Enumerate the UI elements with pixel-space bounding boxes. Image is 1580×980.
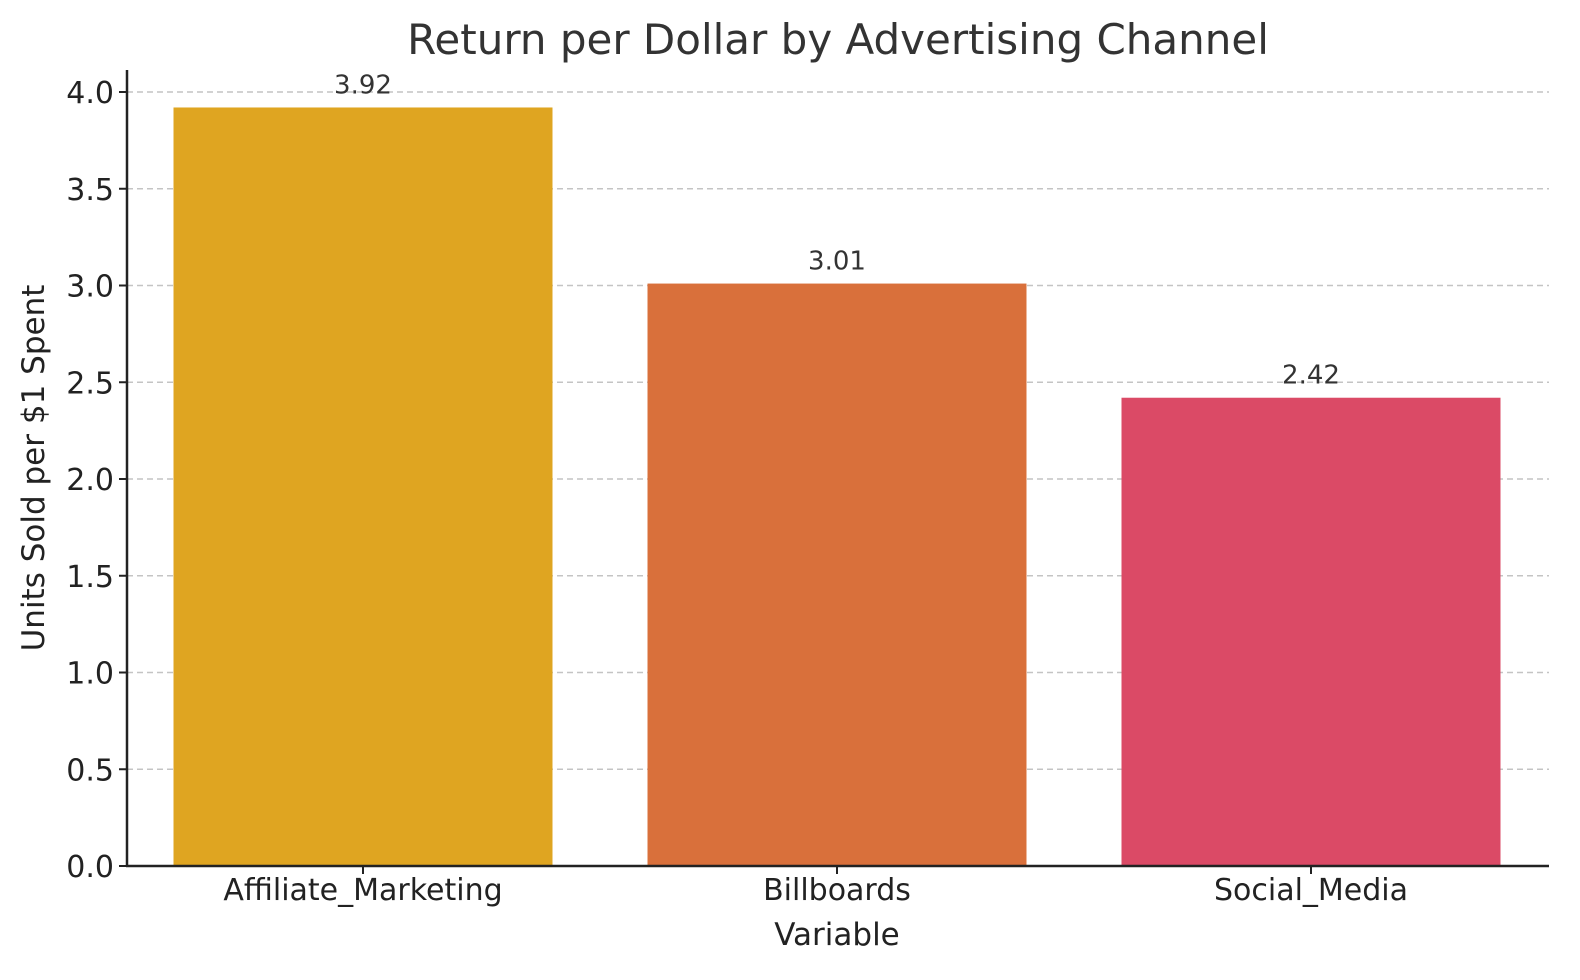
bar-social-media bbox=[1121, 397, 1501, 866]
y-tick-label: 1.5 bbox=[66, 560, 114, 595]
chart-title: Return per Dollar by Advertising Channel bbox=[407, 15, 1269, 64]
y-tick-label: 3.5 bbox=[66, 173, 114, 208]
x-tick-label: Billboards bbox=[763, 873, 911, 908]
x-axis-label: Variable bbox=[774, 917, 900, 953]
y-tick-label: 2.5 bbox=[66, 366, 114, 401]
y-axis-label: Units Sold per $1 Spent bbox=[16, 285, 52, 652]
y-tick-label: 1.0 bbox=[66, 657, 114, 692]
bar-value-label: 2.42 bbox=[1282, 361, 1340, 391]
y-tick-label: 4.0 bbox=[66, 76, 114, 111]
bar-affiliate-marketing bbox=[173, 107, 553, 867]
bar-value-label: 3.92 bbox=[334, 70, 392, 100]
x-ticks: Affiliate_Marketing Billboards Social_Medi… bbox=[223, 866, 1408, 908]
bar-value-label: 3.01 bbox=[808, 247, 866, 277]
y-tick-label: 0.5 bbox=[66, 753, 114, 788]
y-tick-label: 2.0 bbox=[66, 463, 114, 498]
y-tick-label: 0.0 bbox=[66, 850, 114, 885]
data-labels: 3.92 3.01 2.42 bbox=[334, 70, 1340, 390]
bar-billboards bbox=[647, 283, 1027, 866]
y-tick-label: 3.0 bbox=[66, 270, 114, 305]
x-tick-label: Affiliate_Marketing bbox=[223, 873, 502, 908]
x-tick-label: Social_Media bbox=[1214, 873, 1408, 908]
bars bbox=[173, 107, 1501, 867]
y-ticks: 0.0 0.5 1.0 1.5 2.0 2.5 3.0 3.5 4.0 bbox=[66, 76, 127, 885]
